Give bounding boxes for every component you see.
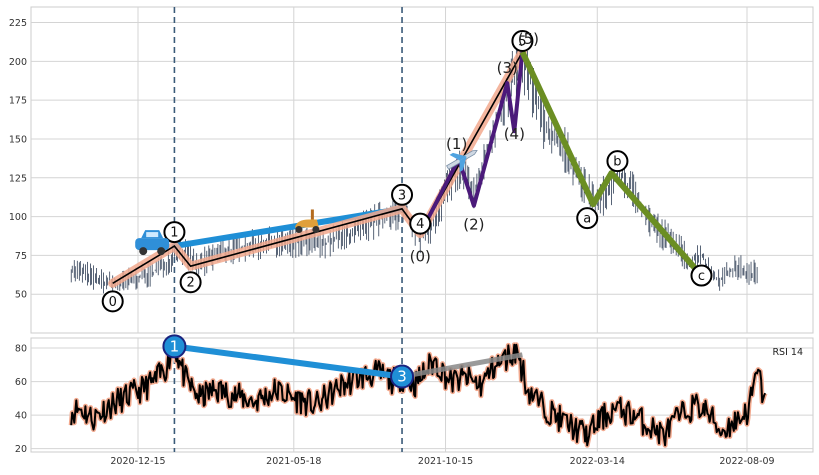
- impulse-wave-label: 4: [416, 217, 424, 232]
- price-y-tick-label: 175: [9, 96, 27, 107]
- rsi-divergence-line: [174, 343, 403, 380]
- rsi-divergence-label: 1: [170, 337, 180, 355]
- subwave-label: (4): [504, 125, 525, 143]
- x-tick-label: 2020-12-15: [110, 456, 165, 467]
- car-emoji-icon: [135, 230, 170, 256]
- rsi-indicator-label: RSI 14: [772, 347, 803, 358]
- correction-wave-marker: [690, 264, 713, 287]
- price-y-tick-label: 200: [9, 57, 27, 68]
- correction-wave-label: b: [613, 155, 621, 170]
- rsi-continuation-line: [401, 352, 523, 380]
- rsi-divergence-marker: [162, 334, 187, 359]
- rsi-y-tick-label: 40: [15, 411, 27, 422]
- impulse-wave-marker: [511, 30, 534, 53]
- x-tick-label: 2022-08-09: [719, 456, 774, 467]
- rsi-divergence-marker: [390, 364, 415, 389]
- scooter-emoji-icon: [294, 209, 320, 233]
- price-y-tick-label: 225: [9, 18, 27, 29]
- airplane-wing: [459, 156, 467, 173]
- rsi-y-tick-label: 80: [15, 344, 27, 355]
- x-tick-label: 2022-03-14: [570, 456, 625, 467]
- rsi-panel-frame: [30, 337, 814, 453]
- car-wheel: [157, 247, 166, 256]
- scooter-body: [294, 219, 319, 228]
- impulse-wave-marker: [391, 183, 414, 206]
- subwave-label: (0): [410, 248, 431, 266]
- impulse-wave-label: 5: [518, 35, 526, 50]
- subwave-label: (1): [446, 135, 467, 153]
- price-y-tick-label: 75: [15, 251, 27, 262]
- price-y-tick-label: 100: [9, 212, 27, 223]
- impulse-wave-marker: [101, 290, 124, 313]
- impulse-wave-label: 0: [109, 295, 117, 310]
- rsi-line: [70, 343, 767, 447]
- impulse-wave-marker: [179, 271, 202, 294]
- correction-wave-label: c: [698, 269, 705, 284]
- car-body: [135, 238, 170, 251]
- car-wheel: [139, 247, 148, 256]
- subwave-label: (5): [518, 30, 539, 48]
- rsi-divergence-label: 3: [397, 368, 407, 386]
- correction-wave-label: a: [583, 212, 591, 227]
- x-tick-label: 2021-05-18: [266, 456, 321, 467]
- subwave-line: [418, 51, 525, 235]
- correction-wave-line: [519, 50, 704, 278]
- scooter-wheel: [295, 225, 303, 233]
- impulse-wave-marker: [163, 221, 186, 244]
- impulse-wave-label: 2: [186, 276, 194, 291]
- correction-wave-marker: [606, 150, 629, 173]
- scooter-wheel: [312, 225, 320, 233]
- impulse-wave-marker: [409, 212, 432, 235]
- rsi-y-tick-label: 20: [15, 444, 27, 455]
- rsi-y-tick-label: 60: [15, 377, 27, 388]
- car-window: [146, 232, 159, 238]
- scooter-handle: [310, 209, 314, 220]
- airplane-wing: [449, 152, 467, 161]
- correction-wave-marker: [576, 207, 599, 230]
- subwave-label: (2): [463, 216, 484, 234]
- subwave-label: (3): [497, 59, 518, 77]
- x-tick-label: 2021-10-15: [418, 456, 473, 467]
- impulse-wave-label: 3: [398, 188, 406, 203]
- price-y-tick-label: 50: [15, 290, 27, 301]
- impulse-wave-label: 1: [170, 226, 178, 241]
- price-y-tick-label: 150: [9, 134, 27, 145]
- price-y-tick-label: 125: [9, 173, 27, 184]
- airplane-emoji-icon: [446, 150, 478, 173]
